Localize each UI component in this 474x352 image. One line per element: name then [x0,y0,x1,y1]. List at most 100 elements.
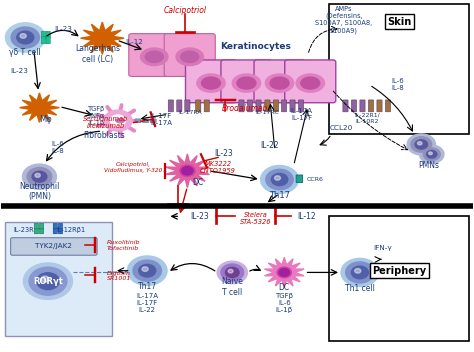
Text: Skin: Skin [387,17,411,27]
Circle shape [29,267,67,295]
Text: IL-22: IL-22 [260,141,278,150]
Text: Brodalumab: Brodalumab [222,104,268,113]
Circle shape [418,142,422,145]
FancyBboxPatch shape [290,100,295,112]
Text: γδ T cell: γδ T cell [9,49,41,57]
Circle shape [5,23,45,52]
Circle shape [11,27,39,48]
Circle shape [411,137,432,152]
Circle shape [266,169,293,190]
Text: Th17: Th17 [137,282,157,291]
Text: PMNs: PMNs [418,161,439,170]
Text: Th1 cell: Th1 cell [345,284,375,293]
FancyBboxPatch shape [135,119,141,123]
FancyBboxPatch shape [5,221,112,335]
FancyBboxPatch shape [39,228,44,234]
Text: Ruxolitinib
Tofacitinib: Ruxolitinib Tofacitinib [107,240,140,251]
Text: IL-23R: IL-23R [13,227,34,233]
Text: Neutrophil
(PMN): Neutrophil (PMN) [19,182,60,201]
FancyBboxPatch shape [34,223,38,229]
Ellipse shape [116,119,125,123]
FancyBboxPatch shape [46,37,50,44]
Circle shape [341,258,379,287]
FancyBboxPatch shape [185,60,237,103]
FancyBboxPatch shape [41,31,46,38]
Circle shape [142,267,148,271]
Text: IL-17F
IL-17A: IL-17F IL-17A [150,113,173,126]
FancyBboxPatch shape [385,100,391,112]
Text: IL-22R1/
IL-10R2: IL-22R1/ IL-10R2 [354,113,380,124]
FancyBboxPatch shape [351,100,356,112]
Circle shape [182,166,193,175]
FancyBboxPatch shape [34,228,38,234]
Circle shape [271,174,288,186]
Text: IL-17A
IL-17F
IL-22: IL-17A IL-17F IL-22 [136,293,158,313]
Text: TGFβ
TNFα
IL-1β: TGFβ TNFα IL-1β [88,106,105,126]
Ellipse shape [181,51,199,62]
Text: IL-6
IL-8: IL-6 IL-8 [51,142,64,155]
Ellipse shape [237,77,256,89]
Circle shape [217,261,247,284]
Ellipse shape [201,77,220,89]
FancyBboxPatch shape [53,228,57,234]
Ellipse shape [301,77,319,89]
Circle shape [277,267,292,278]
FancyBboxPatch shape [39,223,44,229]
Text: Secukinumab
Ixekizumab: Secukinumab Ixekizumab [83,116,128,129]
Text: Stelera
STA-5326: Stelera STA-5326 [240,212,272,225]
Circle shape [128,256,167,285]
Ellipse shape [141,48,168,65]
FancyBboxPatch shape [299,100,304,112]
FancyBboxPatch shape [343,100,348,112]
FancyBboxPatch shape [265,100,270,112]
Circle shape [274,176,281,180]
Circle shape [32,171,47,182]
Text: IL-17A
IL-17F: IL-17A IL-17F [291,108,313,121]
Text: Calcipotriol: Calcipotriol [164,6,207,15]
FancyBboxPatch shape [164,34,215,76]
Circle shape [22,164,56,189]
FancyBboxPatch shape [177,100,182,112]
FancyBboxPatch shape [10,238,97,255]
Text: IL-23: IL-23 [10,68,28,74]
Circle shape [221,264,244,281]
FancyBboxPatch shape [58,223,63,229]
Ellipse shape [197,74,225,92]
Text: Calcipotriol,
Vidofludimus, Y-320: Calcipotriol, Vidofludimus, Y-320 [104,162,162,172]
FancyBboxPatch shape [46,31,50,38]
Circle shape [279,269,290,276]
Circle shape [226,268,239,277]
Text: Keratinocytes: Keratinocytes [220,42,292,51]
Circle shape [27,168,52,186]
Text: IL-23: IL-23 [54,26,72,32]
Text: MK3222
CNTO1959: MK3222 CNTO1959 [200,161,236,174]
Ellipse shape [232,74,261,92]
Circle shape [20,34,26,38]
Polygon shape [81,22,124,54]
Text: DC: DC [279,283,290,292]
Circle shape [35,173,40,177]
Circle shape [419,145,444,163]
Text: IL-12Rβ1: IL-12Rβ1 [56,227,85,233]
FancyBboxPatch shape [296,175,303,183]
Text: Naive
T cell: Naive T cell [221,277,243,297]
Text: Th17: Th17 [269,191,290,200]
FancyBboxPatch shape [53,223,57,229]
Text: RORγt: RORγt [33,277,63,286]
Circle shape [261,165,299,194]
Text: IL-12: IL-12 [298,212,316,221]
Circle shape [407,134,436,155]
Text: IFN-γ: IFN-γ [373,245,392,251]
Polygon shape [165,154,210,188]
Circle shape [351,266,368,279]
Circle shape [110,115,126,126]
Circle shape [423,148,440,161]
FancyBboxPatch shape [185,100,190,112]
FancyBboxPatch shape [41,37,46,44]
Text: IL-17RC: IL-17RC [256,110,280,115]
FancyBboxPatch shape [221,60,272,103]
FancyBboxPatch shape [239,100,244,112]
FancyBboxPatch shape [168,100,173,112]
Text: Mφ: Mφ [39,115,52,124]
Ellipse shape [265,74,294,92]
